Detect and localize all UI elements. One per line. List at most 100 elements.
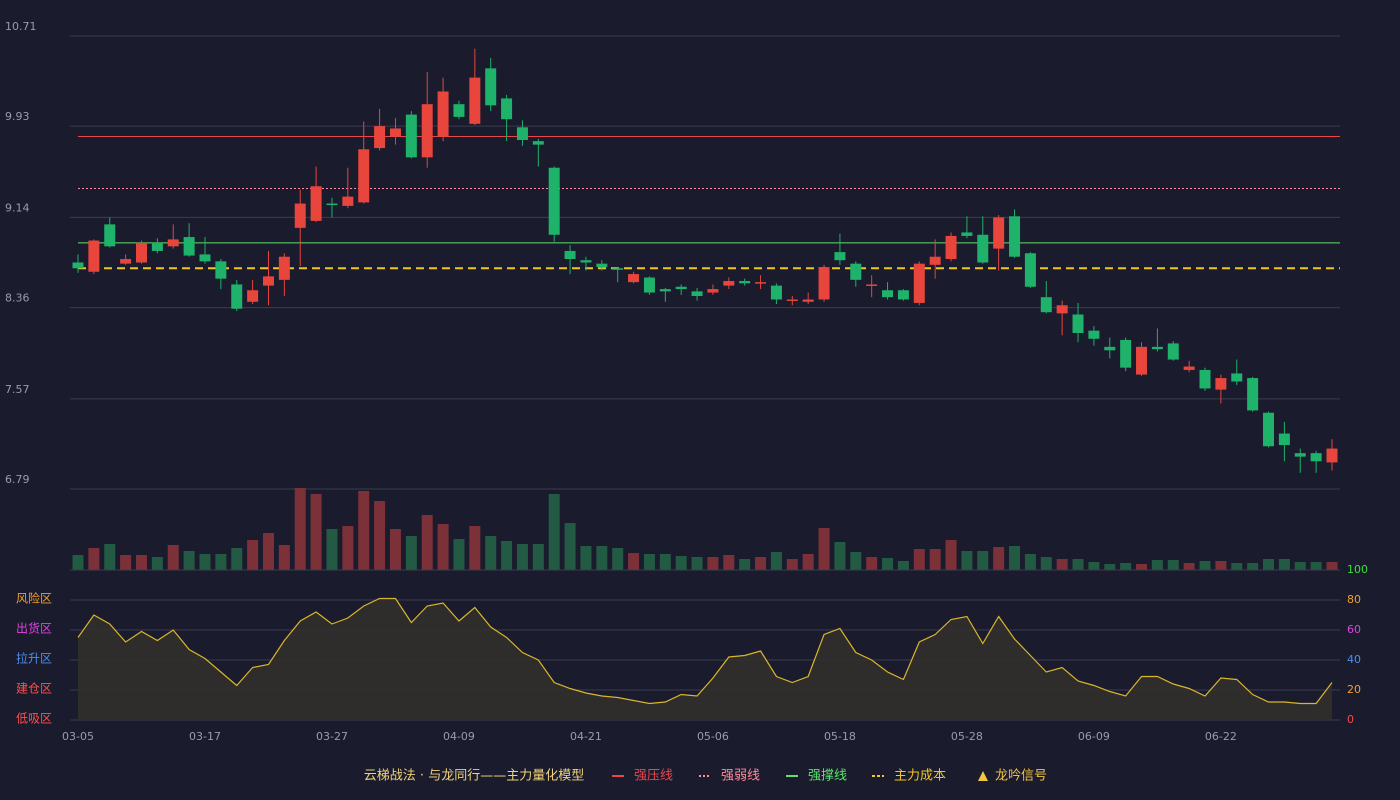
legend-label: 强压线 bbox=[634, 769, 673, 784]
y-tick-label: 8.36 bbox=[5, 292, 30, 305]
volume-bar bbox=[1326, 562, 1338, 570]
candle-body bbox=[802, 299, 814, 302]
candle-body bbox=[977, 234, 989, 263]
candle-body bbox=[199, 254, 211, 262]
candle-body bbox=[278, 256, 290, 280]
candle-body bbox=[739, 280, 751, 284]
volume-bar bbox=[1231, 563, 1243, 570]
zone-label: 拉升区 bbox=[16, 651, 52, 666]
volume-bar bbox=[564, 523, 576, 570]
volume-bar bbox=[1215, 561, 1227, 570]
volume-bar bbox=[151, 557, 163, 570]
volume-bar bbox=[1278, 559, 1290, 570]
candle-body bbox=[850, 263, 862, 280]
zone-label: 风险区 bbox=[16, 591, 52, 606]
candle-body bbox=[628, 274, 640, 283]
candle-body bbox=[1024, 253, 1036, 287]
candle-body bbox=[1104, 346, 1116, 351]
volume-bar bbox=[389, 529, 401, 570]
volume-bar bbox=[469, 526, 481, 570]
volume-bar bbox=[580, 546, 592, 570]
volume-bar bbox=[405, 536, 417, 570]
y-tick-label: 9.14 bbox=[5, 201, 30, 214]
candle-body bbox=[167, 239, 179, 247]
volume-bar bbox=[961, 551, 973, 570]
candle-body bbox=[580, 260, 592, 263]
volume-bar bbox=[231, 548, 243, 570]
y-tick-label: 7.57 bbox=[5, 383, 30, 396]
x-tick-label: 06-09 bbox=[1078, 730, 1110, 743]
volume-bar bbox=[532, 544, 544, 570]
legend-icon bbox=[978, 771, 988, 781]
volume-bar bbox=[342, 526, 354, 570]
candle-body bbox=[945, 235, 957, 260]
candle-body bbox=[310, 186, 322, 221]
candle-body bbox=[231, 284, 243, 309]
volume-bar bbox=[326, 529, 338, 570]
candle-body bbox=[691, 291, 703, 297]
y-tick-label: 10.71 bbox=[5, 20, 37, 33]
volume-bar bbox=[628, 553, 640, 570]
volume-bar bbox=[1024, 554, 1036, 570]
x-tick-label: 03-05 bbox=[62, 730, 94, 743]
candle-body bbox=[72, 262, 84, 269]
volume-bar bbox=[1088, 562, 1100, 570]
volume-bar bbox=[818, 528, 830, 570]
zone-label: 低吸区 bbox=[16, 712, 52, 726]
candle-body bbox=[183, 237, 195, 256]
candle-body bbox=[1072, 314, 1084, 333]
volume-bar bbox=[882, 558, 894, 570]
candle-body bbox=[834, 252, 846, 261]
candle-body bbox=[88, 240, 100, 272]
volume-bar bbox=[104, 544, 116, 570]
candle-body bbox=[1120, 339, 1132, 368]
volume-bar bbox=[1167, 560, 1179, 570]
volume-bar bbox=[485, 536, 497, 570]
x-tick-label: 06-22 bbox=[1205, 730, 1237, 743]
candle-body bbox=[1199, 369, 1211, 389]
candle-body bbox=[596, 263, 608, 268]
candle-body bbox=[548, 167, 560, 235]
volume-bar bbox=[770, 552, 782, 570]
candle-body bbox=[643, 277, 655, 293]
candle-body bbox=[770, 285, 782, 300]
volume-bar bbox=[310, 494, 322, 570]
volume-bar bbox=[945, 540, 957, 570]
volume-bar bbox=[755, 557, 767, 570]
candle-body bbox=[755, 282, 767, 284]
y2-tick-label: 0 bbox=[1347, 713, 1354, 726]
volume-bar bbox=[1183, 563, 1195, 570]
volume-bar bbox=[215, 554, 227, 570]
candle-body bbox=[993, 217, 1005, 249]
candle-body bbox=[564, 250, 576, 260]
volume-bar bbox=[516, 544, 528, 570]
volume-bar bbox=[643, 554, 655, 570]
volume-bar bbox=[1040, 557, 1052, 570]
candle-body bbox=[897, 290, 909, 300]
volume-bar bbox=[675, 556, 687, 570]
candle-body bbox=[421, 104, 433, 158]
candle-body bbox=[215, 261, 227, 279]
x-tick-label: 03-27 bbox=[316, 730, 348, 743]
volume-bar bbox=[897, 561, 909, 570]
legend-title: 云梯战法 · 与龙同行——主力量化模型 bbox=[364, 769, 584, 784]
y2-tick-label: 20 bbox=[1347, 683, 1361, 696]
candle-body bbox=[818, 267, 830, 300]
volume-bar bbox=[247, 540, 259, 570]
y-tick-label: 6.79 bbox=[5, 473, 30, 486]
volume-bar bbox=[1294, 562, 1306, 570]
candle-body bbox=[1247, 378, 1259, 411]
candle-body bbox=[294, 203, 306, 228]
volume-bar bbox=[786, 559, 798, 570]
legend-label: 龙吟信号 bbox=[995, 768, 1047, 784]
candle-body bbox=[612, 268, 624, 270]
candle-body bbox=[1294, 453, 1306, 457]
volume-bar bbox=[866, 557, 878, 570]
volume-bar bbox=[1151, 560, 1163, 570]
candle-body bbox=[1263, 412, 1275, 447]
volume-bar bbox=[1104, 564, 1116, 570]
x-tick-label: 04-09 bbox=[443, 730, 475, 743]
volume-bar bbox=[501, 541, 513, 570]
volume-bar bbox=[88, 548, 100, 570]
